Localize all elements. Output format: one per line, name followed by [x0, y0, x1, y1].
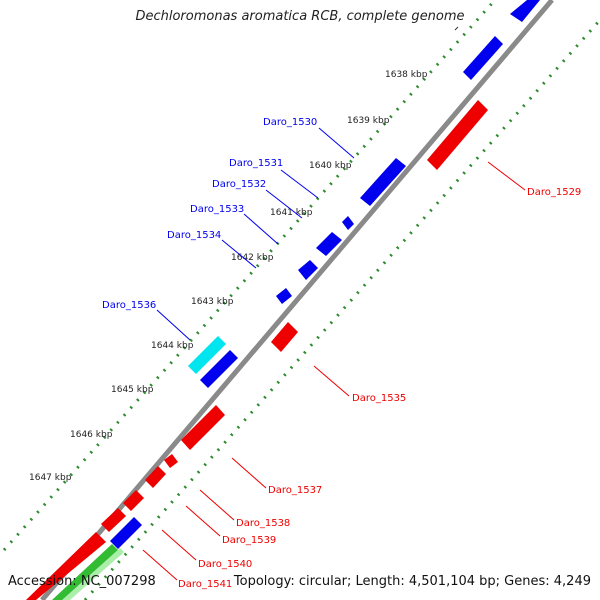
tick-marks [454, 26, 459, 31]
tick-label: 1644 kbp [151, 341, 194, 351]
gene-daro-1540 [123, 490, 144, 511]
gene-daro-1529 [427, 100, 488, 170]
feature-green [52, 544, 122, 600]
tick-label: 1638 kbp [385, 70, 428, 80]
tick-label: 1642 kbp [231, 253, 274, 263]
tick-label: 1640 kbp [309, 161, 352, 171]
gene-label-daro-1537: Daro_1537 [268, 485, 322, 496]
tick-label: 1647 kbp [29, 473, 72, 483]
tick-label: 1645 kbp [111, 385, 154, 395]
gene-label-daro-1534: Daro_1534 [167, 230, 221, 241]
gc-track-inner-right [83, 19, 600, 600]
gene-bottom-red-large [26, 532, 106, 600]
gene-daro-1534 [276, 288, 292, 304]
gene-label-daro-1529: Daro_1529 [527, 187, 581, 198]
gene-daro-1535 [271, 322, 298, 352]
forward-genes [110, 0, 540, 549]
accession-label: Accession: NC_007298 [8, 574, 156, 589]
gene-label-daro-1536: Daro_1536 [102, 300, 156, 311]
topology-label: Topology: circular; Length: 4,501,104 bp… [233, 574, 591, 589]
reverse-genes [26, 100, 488, 600]
tick-label: 1643 kbp [191, 297, 234, 307]
gene-daro-1531 [342, 216, 354, 230]
gene-daro-1541 [101, 508, 126, 532]
gene-label-daro-1539: Daro_1539 [222, 535, 276, 546]
gene-daro-1539 [145, 466, 166, 488]
gene-daro-1536-highlight [188, 336, 226, 374]
gene-label-daro-1532: Daro_1532 [212, 179, 266, 190]
gene-daro-1533 [298, 260, 318, 280]
gene-daro-1536-blue [200, 350, 238, 388]
gene-label-daro-1530: Daro_1530 [263, 117, 317, 128]
gene-top-blue-1 [510, 0, 540, 22]
gene-bottom-blue [110, 517, 142, 549]
gene-label-daro-1540: Daro_1540 [198, 559, 252, 570]
gene-label-daro-1538: Daro_1538 [236, 518, 290, 529]
gene-leader-lines [142, 127, 526, 581]
tick-label: 1639 kbp [347, 116, 390, 126]
gene-label-daro-1535: Daro_1535 [352, 393, 406, 404]
gene-daro-1532 [316, 232, 342, 256]
gene-label-daro-1531: Daro_1531 [229, 158, 283, 169]
map-title: Dechloromonas aromatica RCB, complete ge… [135, 9, 465, 24]
gc-track-outer-left [2, 0, 497, 551]
gene-top-blue-2 [463, 36, 503, 80]
gene-label-daro-1541: Daro_1541 [178, 579, 232, 590]
feature-green-light [62, 548, 124, 600]
tick-label: 1646 kbp [70, 430, 113, 440]
gene-daro-1537 [181, 405, 225, 450]
gene-daro-1538 [164, 454, 178, 468]
gene-label-daro-1533: Daro_1533 [190, 204, 244, 215]
tick-label: 1641 kbp [270, 208, 313, 218]
gene-daro-1530 [360, 158, 406, 206]
